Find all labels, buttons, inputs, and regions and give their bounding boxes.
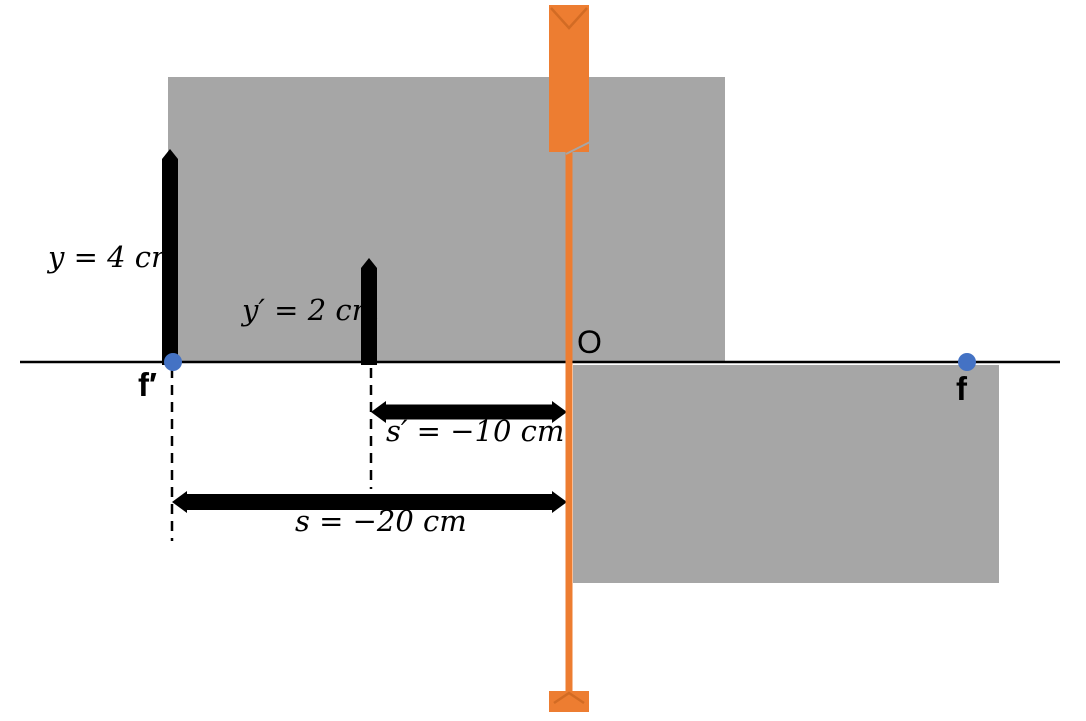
lens-line [565,148,573,695]
focal-point-right-label: f [956,370,967,407]
object-distance-bar [172,491,567,513]
lens-top-cap-notch [550,7,588,30]
lens-bottom-cap [549,691,589,712]
image-arrow [361,258,377,365]
focal-point-right-dot [958,353,976,371]
image-height-label: y′ = 2 cm [242,293,380,327]
object-height-label: y = 4 cm [48,240,179,274]
lens-cap-edge-line [565,141,591,155]
upper-gray-region [168,77,725,363]
lower-gray-region [573,365,999,583]
focal-point-left-dot [164,353,182,371]
image-distance-label: s′ = −10 cm [386,414,565,448]
lens-bottom-cap-notch [553,691,585,705]
optical-center-label: O [577,324,602,360]
image-distance-bar [371,401,567,423]
object-distance-label: s = −20 cm [295,504,467,538]
focal-point-left-label: f′ [138,366,157,403]
object-arrow [162,149,178,365]
